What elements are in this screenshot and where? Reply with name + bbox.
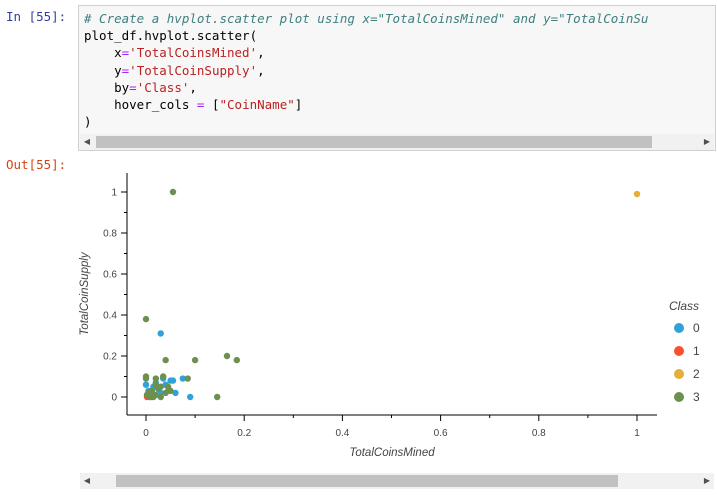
scatter-point-class-0[interactable] bbox=[142, 381, 150, 388]
x-tick-label: 0.2 bbox=[237, 428, 251, 439]
code-line-x: x='TotalCoinsMined', bbox=[114, 45, 265, 61]
scatter-point-class-3[interactable] bbox=[152, 375, 160, 382]
x-tick-label: 0.8 bbox=[532, 428, 546, 439]
y-axis-label: TotalCoinSupply bbox=[79, 251, 91, 336]
code-line-hover: hover_cols = ["CoinName"] bbox=[114, 97, 303, 113]
legend-title: Class bbox=[669, 299, 699, 313]
scatter-point-class-3[interactable] bbox=[142, 373, 150, 380]
code-line-y: y='TotalCoinSupply', bbox=[114, 62, 265, 78]
code-horizontal-scrollbar[interactable]: ◀ ▶ bbox=[80, 134, 714, 150]
y-tick-label: 0.6 bbox=[103, 270, 117, 281]
scatter-point-class-0[interactable] bbox=[179, 375, 187, 382]
scroll-left-arrow-icon[interactable]: ◀ bbox=[83, 137, 91, 146]
legend-marker[interactable] bbox=[674, 323, 684, 333]
y-tick-label: 1 bbox=[111, 188, 117, 199]
scatter-point-class-3[interactable] bbox=[213, 393, 221, 401]
code-scrollbar-thumb[interactable] bbox=[96, 136, 652, 148]
legend-box bbox=[657, 288, 717, 413]
scatter-point-class-3[interactable] bbox=[159, 373, 167, 380]
scatter-point-class-0[interactable] bbox=[157, 330, 164, 337]
y-tick-label: 0.2 bbox=[103, 352, 117, 363]
input-prompt: In [55]: bbox=[6, 9, 67, 24]
output-horizontal-scrollbar[interactable]: ◀ ▶ bbox=[80, 473, 714, 489]
scatter-point-class-3[interactable] bbox=[223, 352, 231, 360]
scatter-point-class-3[interactable] bbox=[152, 381, 160, 388]
legend-label[interactable]: 0 bbox=[693, 321, 700, 335]
scatter-point-class-3[interactable] bbox=[162, 389, 169, 397]
scatter-point-class-3[interactable] bbox=[167, 387, 174, 395]
x-tick-label: 0.6 bbox=[434, 428, 448, 439]
scroll-left-arrow-icon[interactable]: ◀ bbox=[83, 476, 91, 485]
code-line-close: ) bbox=[84, 114, 92, 130]
scatter-point-class-3[interactable] bbox=[157, 393, 164, 401]
scatter-point-class-3[interactable] bbox=[233, 356, 241, 364]
output-prompt: Out[55]: bbox=[6, 157, 67, 172]
code-line-comment: # Create a hvplot.scatter plot using x="… bbox=[84, 11, 649, 26]
y-tick-label: 0 bbox=[111, 393, 117, 404]
scatter-point-class-3[interactable] bbox=[157, 383, 164, 390]
x-tick-label: 1 bbox=[634, 428, 640, 439]
code-cell[interactable]: # Create a hvplot.scatter plot using x="… bbox=[78, 5, 716, 151]
scatter-point-class-0[interactable] bbox=[169, 377, 177, 384]
legend-label[interactable]: 2 bbox=[693, 367, 700, 381]
scatter-point-class-3[interactable] bbox=[142, 315, 150, 323]
scatter-point-class-3[interactable] bbox=[169, 188, 177, 196]
y-tick-label: 0.8 bbox=[103, 229, 117, 240]
x-tick-label: 0 bbox=[143, 428, 149, 439]
legend-marker[interactable] bbox=[674, 369, 684, 379]
x-axis-label: TotalCoinsMined bbox=[349, 447, 435, 459]
output-scrollbar-thumb[interactable] bbox=[116, 475, 618, 487]
code-editor[interactable]: # Create a hvplot.scatter plot using x="… bbox=[84, 10, 648, 130]
legend-marker[interactable] bbox=[674, 346, 684, 356]
scatter-point-class-3[interactable] bbox=[162, 356, 169, 364]
legend-marker[interactable] bbox=[674, 392, 684, 402]
scroll-right-arrow-icon[interactable]: ▶ bbox=[703, 476, 711, 485]
scatter-point-class-3[interactable] bbox=[191, 356, 199, 364]
legend: Class 0 1 2 3 bbox=[657, 288, 717, 413]
scatter-point-class-2[interactable] bbox=[633, 190, 641, 198]
scatter-point-class-3[interactable] bbox=[150, 393, 157, 401]
legend-label[interactable]: 3 bbox=[693, 390, 700, 404]
scatter-point-class-3[interactable] bbox=[184, 375, 191, 382]
y-tick-label: 0.4 bbox=[103, 311, 117, 322]
x-tick-label: 0.4 bbox=[335, 428, 349, 439]
code-line-by: by='Class', bbox=[114, 79, 197, 95]
legend-label[interactable]: 1 bbox=[693, 344, 700, 358]
scroll-right-arrow-icon[interactable]: ▶ bbox=[703, 137, 711, 146]
code-line-call: plot_df.hvplot.scatter( bbox=[84, 28, 258, 44]
scatter-point-class-0[interactable] bbox=[172, 389, 179, 397]
scatter-point-class-0[interactable] bbox=[186, 393, 194, 401]
